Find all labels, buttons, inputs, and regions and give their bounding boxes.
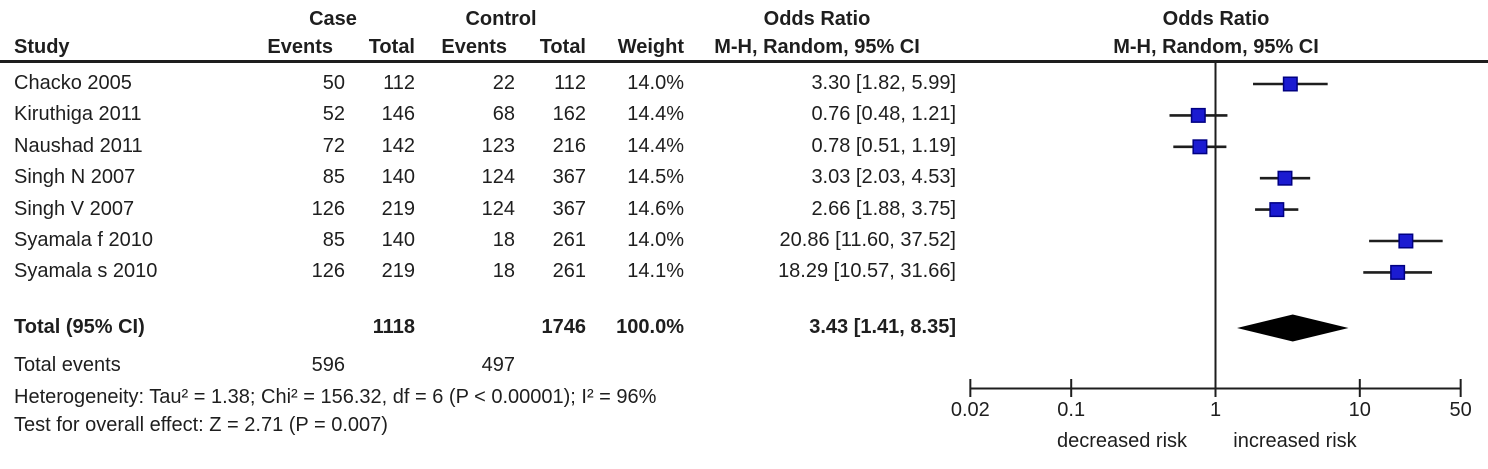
control-total-value: 367 <box>552 197 586 220</box>
study-row: Naushad 2011 72 142 123 216 14.4% 0.78 [… <box>0 131 960 162</box>
weight-value: 14.4% <box>627 103 684 126</box>
case-events-value: 52 <box>322 103 345 126</box>
study-name: Kiruthiga 2011 <box>14 103 142 126</box>
case-events-value: 50 <box>322 72 345 94</box>
overall-effect-test: Test for overall effect: Z = 2.71 (P = 0… <box>14 414 388 436</box>
weight-value: 14.6% <box>627 197 684 220</box>
header-rule <box>0 60 1488 63</box>
case-events-value: 126 <box>311 260 345 283</box>
study-row: Singh V 2007 126 219 124 367 14.6% 2.66 … <box>0 194 960 225</box>
control-total-header: Total <box>539 36 586 58</box>
weight-value: 14.4% <box>627 134 684 157</box>
or-marker <box>1390 264 1406 280</box>
or-marker <box>1398 233 1414 249</box>
control-events-value: 124 <box>481 197 515 220</box>
study-name: Singh V 2007 <box>14 197 135 220</box>
case-total-value: 219 <box>381 260 415 283</box>
study-rows: Chacko 2005 50 112 22 112 14.0% 3.30 [1.… <box>0 68 960 288</box>
total-events-label: Total events <box>14 354 121 376</box>
total-events-control: 497 <box>481 354 515 376</box>
control-total-value: 112 <box>554 72 586 94</box>
total-weight: 100.0% <box>616 316 684 338</box>
study-name: Syamala f 2010 <box>14 228 153 251</box>
total-events-case: 596 <box>311 354 345 376</box>
study-row: Syamala f 2010 85 140 18 261 14.0% 20.86… <box>0 225 960 256</box>
odds-ratio-ci-value: 0.78 [0.51, 1.19] <box>811 134 956 157</box>
control-total-value: 367 <box>552 166 586 189</box>
case-total-value: 219 <box>381 197 415 220</box>
weight-value: 14.1% <box>627 260 684 283</box>
control-total-value: 216 <box>552 134 586 157</box>
case-total-value: 142 <box>381 134 415 157</box>
case-total-value: 140 <box>381 228 415 251</box>
case-events-value: 126 <box>311 197 345 220</box>
or-marker <box>1277 170 1293 186</box>
odds-ratio-ci-value: 2.66 [1.88, 3.75] <box>811 197 956 220</box>
control-total-value: 162 <box>552 103 586 126</box>
study-name: Syamala s 2010 <box>14 260 158 283</box>
study-row: Kiruthiga 2011 52 146 68 162 14.4% 0.76 … <box>0 99 960 130</box>
case-total-value: 140 <box>381 166 415 189</box>
odds-ratio-ci-value: 20.86 [11.60, 37.52] <box>779 228 956 251</box>
odds-ratio-ci-value: 3.03 [2.03, 4.53] <box>811 166 956 189</box>
odds-ratio-ci-value: 0.76 [0.48, 1.21] <box>811 103 956 126</box>
study-name: Singh N 2007 <box>14 166 136 189</box>
control-total-value: 261 <box>552 228 586 251</box>
or-marker <box>1269 202 1285 218</box>
control-events-value: 123 <box>481 134 515 157</box>
total-control-total: 1746 <box>541 316 587 338</box>
or-marker <box>1192 139 1208 155</box>
odds-ratio-column-header: Odds Ratio <box>763 8 871 30</box>
odds-ratio-ci-value: 18.29 [10.57, 31.66] <box>778 260 956 283</box>
weight-value: 14.5% <box>627 166 684 189</box>
control-events-header: Events <box>441 36 507 58</box>
control-events-value: 18 <box>492 260 515 283</box>
case-events-value: 72 <box>322 134 345 157</box>
control-events-value: 22 <box>492 72 515 94</box>
case-events-value: 85 <box>322 166 345 189</box>
study-column-header: Study <box>14 36 70 58</box>
study-row: Syamala s 2010 126 219 18 261 14.1% 18.2… <box>0 256 960 287</box>
total-row-label: Total (95% CI) <box>14 316 145 338</box>
study-row: Singh N 2007 85 140 124 367 14.5% 3.03 [… <box>0 162 960 193</box>
study-name: Naushad 2011 <box>14 134 143 157</box>
axis-tick-label: 0.1 <box>1057 399 1086 421</box>
or-marker <box>1190 107 1206 123</box>
control-events-value: 68 <box>492 103 515 126</box>
axis-tick-label: 1 <box>1209 399 1222 421</box>
heterogeneity-statistics: Heterogeneity: Tau² = 1.38; Chi² = 156.3… <box>14 386 657 408</box>
axis-tick-label: 50 <box>1449 399 1472 421</box>
control-group-header: Control <box>465 8 537 30</box>
weight-header: Weight <box>617 36 684 58</box>
weight-value: 14.0% <box>627 228 684 251</box>
or-marker <box>1282 76 1298 92</box>
case-total-header: Total <box>368 36 415 58</box>
total-odds-ratio-ci: 3.43 [1.41, 8.35] <box>809 316 956 338</box>
odds-ratio-ci-value: 3.30 [1.82, 5.99] <box>811 72 956 94</box>
increased-risk-label: increased risk <box>1233 430 1357 452</box>
case-group-header: Case <box>309 8 357 30</box>
weight-value: 14.0% <box>627 72 684 94</box>
total-case-total: 1118 <box>372 316 415 338</box>
summary-diamond <box>1237 314 1349 342</box>
mh-random-ci-header: M-H, Random, 95% CI <box>714 36 920 58</box>
study-name: Chacko 2005 <box>14 72 132 94</box>
study-row: Chacko 2005 50 112 22 112 14.0% 3.30 [1.… <box>0 68 960 99</box>
decreased-risk-label: decreased risk <box>1056 430 1188 452</box>
case-events-header: Events <box>267 36 333 58</box>
control-events-value: 124 <box>481 166 515 189</box>
odds-ratio-plot-header: Odds Ratio <box>1162 8 1270 30</box>
axis-tick-label: 0.02 <box>950 399 990 421</box>
control-total-value: 261 <box>552 260 586 283</box>
axis-tick-label: 10 <box>1348 399 1371 421</box>
case-total-value: 146 <box>381 103 415 126</box>
case-events-value: 85 <box>322 228 345 251</box>
case-total-value: 112 <box>383 72 415 94</box>
mh-random-ci-plot-header: M-H, Random, 95% CI <box>1113 36 1319 58</box>
control-events-value: 18 <box>492 228 515 251</box>
